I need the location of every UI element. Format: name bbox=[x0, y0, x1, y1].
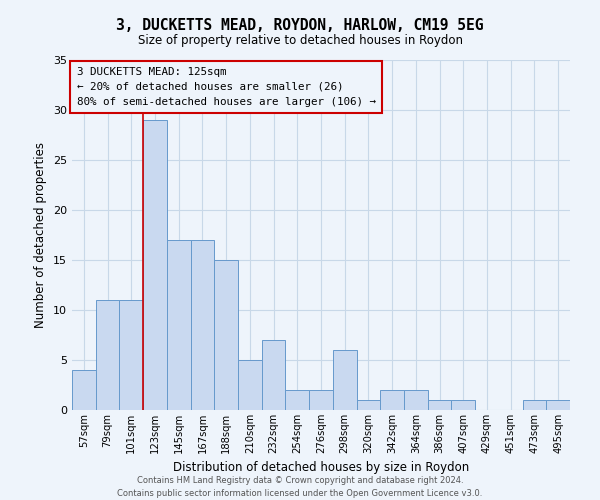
Bar bbox=[119, 300, 143, 410]
Text: Contains HM Land Registry data © Crown copyright and database right 2024.
Contai: Contains HM Land Registry data © Crown c… bbox=[118, 476, 482, 498]
Bar bbox=[286, 390, 309, 410]
Text: 3, DUCKETTS MEAD, ROYDON, HARLOW, CM19 5EG: 3, DUCKETTS MEAD, ROYDON, HARLOW, CM19 5… bbox=[116, 18, 484, 32]
Bar bbox=[262, 340, 286, 410]
Bar bbox=[428, 400, 451, 410]
Bar bbox=[356, 400, 380, 410]
Bar bbox=[380, 390, 404, 410]
Bar bbox=[143, 120, 167, 410]
Bar bbox=[191, 240, 214, 410]
Bar bbox=[167, 240, 191, 410]
X-axis label: Distribution of detached houses by size in Roydon: Distribution of detached houses by size … bbox=[173, 462, 469, 474]
Bar bbox=[333, 350, 356, 410]
Bar bbox=[309, 390, 333, 410]
Bar bbox=[96, 300, 119, 410]
Bar bbox=[238, 360, 262, 410]
Bar bbox=[72, 370, 96, 410]
Y-axis label: Number of detached properties: Number of detached properties bbox=[34, 142, 47, 328]
Text: Size of property relative to detached houses in Roydon: Size of property relative to detached ho… bbox=[137, 34, 463, 47]
Bar bbox=[214, 260, 238, 410]
Text: 3 DUCKETTS MEAD: 125sqm
← 20% of detached houses are smaller (26)
80% of semi-de: 3 DUCKETTS MEAD: 125sqm ← 20% of detache… bbox=[77, 67, 376, 106]
Bar bbox=[546, 400, 570, 410]
Bar bbox=[523, 400, 546, 410]
Bar bbox=[451, 400, 475, 410]
Bar bbox=[404, 390, 428, 410]
